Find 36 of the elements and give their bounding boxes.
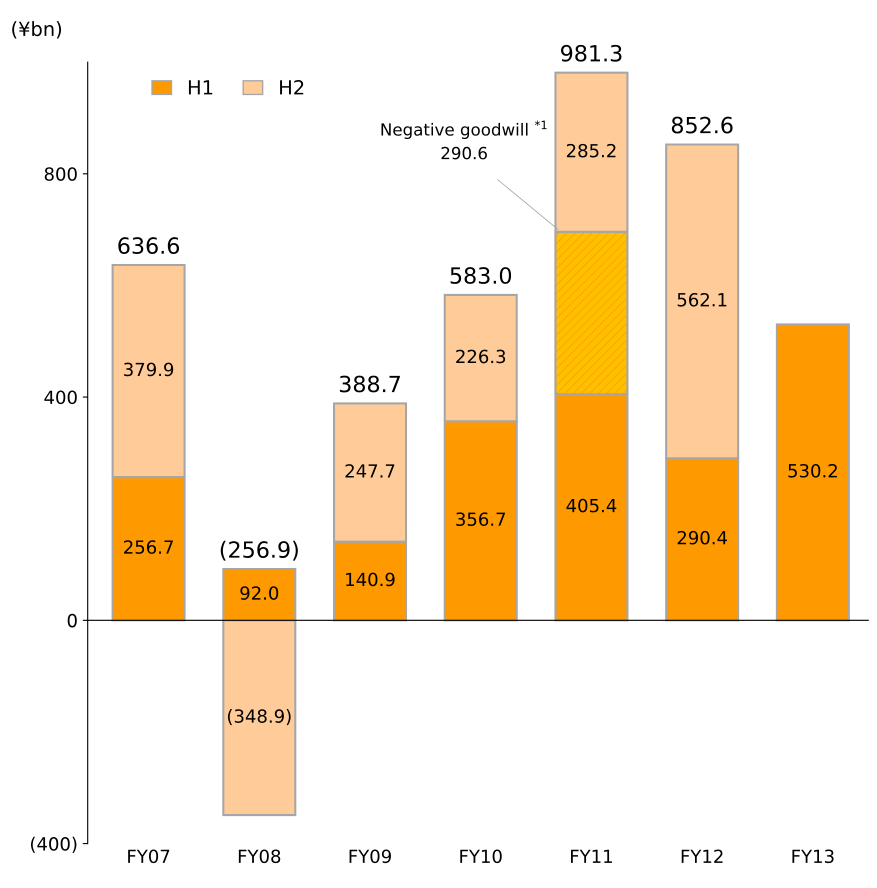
y-tick-label: 0	[68, 614, 77, 628]
total-label: 583.0	[450, 267, 512, 284]
total-label: 852.6	[672, 116, 733, 134]
y-tick-label: 400	[44, 390, 77, 404]
x-tick-label: FY10	[460, 849, 502, 864]
data-label: 92.0	[240, 586, 278, 600]
total-label: 388.7	[340, 376, 400, 392]
y-tick-label: 800	[44, 167, 77, 181]
data-label: 356.7	[456, 512, 506, 526]
y-axis-title: (¥bn)	[12, 21, 62, 38]
x-tick-label: FY07	[128, 849, 170, 864]
bar	[776, 323, 850, 622]
data-label: 247.7	[346, 464, 394, 478]
x-tick-label: FY12	[682, 849, 723, 863]
data-label: 290.4	[678, 530, 727, 545]
x-tick-label: FY09	[350, 849, 391, 864]
x-tick-label: FY08	[238, 849, 280, 864]
data-label: 140.9	[346, 572, 395, 586]
data-label: (348.9)	[228, 708, 291, 726]
legend-label: H2	[280, 80, 304, 94]
x-tick-label: FY11	[571, 850, 612, 863]
data-label: 562.1	[678, 292, 726, 307]
data-label: 256.7	[124, 540, 173, 554]
legend-label: H1	[188, 80, 212, 94]
data-label: 226.3	[456, 350, 506, 364]
x-tick-label: FY13	[792, 849, 834, 864]
total-label: 981.3	[561, 44, 622, 62]
data-label: 379.9	[124, 362, 174, 376]
total-label: 636.6	[118, 237, 179, 254]
total-label: (256.9)	[220, 540, 298, 561]
annotation: 290.6	[441, 146, 487, 160]
data-label: 285.2	[566, 144, 616, 158]
data-label: 530.2	[788, 464, 837, 478]
y-tick-label: (400)	[30, 836, 76, 853]
annotation: Negative goodwill $^{*1}$	[382, 120, 547, 140]
data-label: 405.4	[566, 498, 616, 512]
